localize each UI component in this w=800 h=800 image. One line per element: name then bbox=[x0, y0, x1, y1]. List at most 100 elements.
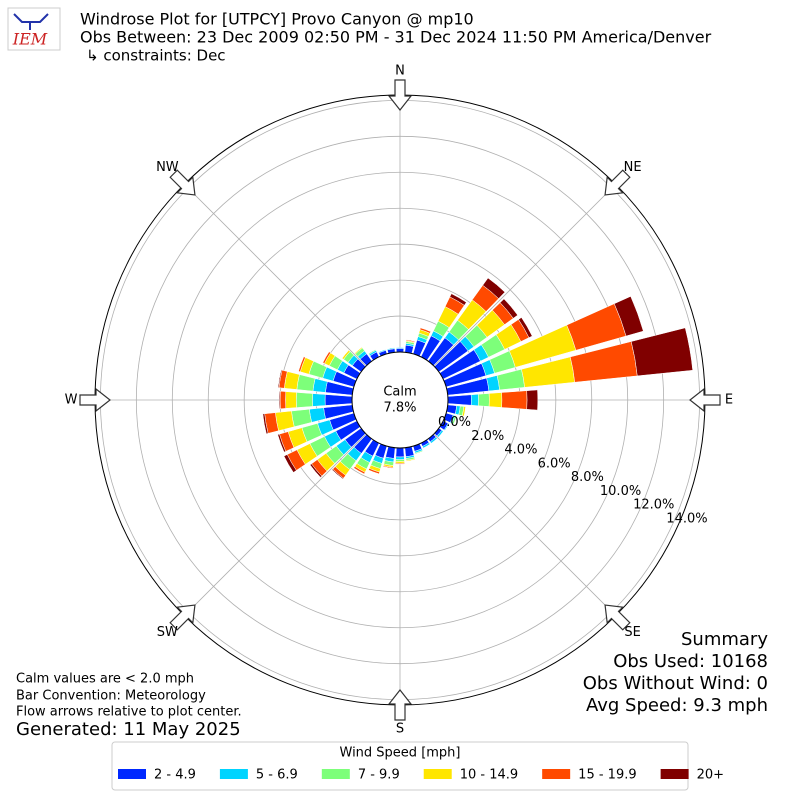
legend-swatch bbox=[219, 769, 248, 779]
legend-label: 7 - 9.9 bbox=[358, 768, 400, 783]
bar-segment bbox=[331, 468, 344, 480]
bar-segment bbox=[324, 394, 353, 406]
bar-segment bbox=[278, 390, 281, 410]
bar-segment bbox=[368, 349, 377, 355]
legend-label: 10 - 14.9 bbox=[460, 768, 518, 783]
bar-segment bbox=[405, 339, 416, 343]
bar-segment bbox=[378, 349, 387, 354]
bar-segment bbox=[291, 408, 312, 428]
bar-segment bbox=[277, 433, 287, 453]
bar-segment bbox=[309, 407, 326, 423]
bar-segment bbox=[309, 463, 323, 478]
bar-segment bbox=[353, 466, 366, 475]
flow-arrow bbox=[169, 604, 196, 631]
subtitle: Obs Between: 23 Dec 2009 02:50 PM - 31 D… bbox=[80, 28, 712, 47]
bar-segment bbox=[341, 349, 351, 360]
bar-segment bbox=[419, 327, 432, 334]
bar-segment bbox=[262, 413, 269, 435]
bar-segment bbox=[275, 410, 295, 432]
legend-swatch bbox=[321, 769, 350, 779]
bar-segment bbox=[496, 368, 525, 391]
bar-segment bbox=[449, 293, 467, 306]
logo-icon bbox=[13, 13, 49, 30]
bar-segment bbox=[395, 456, 405, 460]
bar-segment bbox=[296, 374, 316, 392]
summary: Summary bbox=[681, 629, 768, 650]
r-tick-label: 2.0% bbox=[471, 429, 504, 444]
spoke bbox=[184, 184, 401, 401]
legend-swatch bbox=[660, 769, 689, 779]
bar-segment bbox=[518, 317, 533, 338]
legend-label: 2 - 4.9 bbox=[154, 768, 196, 783]
bar-segment bbox=[613, 296, 644, 337]
flow-arrow bbox=[169, 169, 196, 196]
r-tick-label: 8.0% bbox=[571, 470, 604, 485]
bar-segment bbox=[451, 415, 457, 425]
bar-segment bbox=[385, 446, 396, 459]
bar-segment bbox=[368, 468, 380, 475]
bar-segment bbox=[422, 442, 431, 449]
legend-title: Wind Speed [mph] bbox=[340, 746, 461, 761]
spoke bbox=[399, 184, 616, 401]
spoke bbox=[184, 399, 401, 616]
bar-segment bbox=[296, 392, 313, 408]
flow-arrow bbox=[689, 387, 721, 413]
direction-label: W bbox=[65, 393, 78, 408]
summary: Obs Used: 10168 bbox=[613, 651, 768, 672]
bar-segment bbox=[526, 389, 539, 411]
bar-segment bbox=[501, 390, 528, 410]
r-tick-label: 4.0% bbox=[504, 443, 537, 458]
bar-segment bbox=[478, 393, 490, 407]
bar-segment bbox=[488, 392, 503, 408]
legend-label: 5 - 6.9 bbox=[256, 768, 298, 783]
logo: IEM bbox=[7, 7, 61, 51]
direction-label: E bbox=[725, 393, 733, 408]
flow-arrow bbox=[387, 689, 413, 721]
bar-segment bbox=[382, 465, 394, 469]
calm-circle bbox=[351, 351, 449, 449]
bar-segment bbox=[436, 429, 444, 438]
bar-segment bbox=[470, 393, 479, 407]
spoke bbox=[399, 399, 616, 616]
bar-segment bbox=[279, 390, 287, 410]
direction-label: N bbox=[395, 64, 405, 79]
r-tick-label: 6.0% bbox=[538, 456, 571, 471]
r-tick-label: 12.0% bbox=[633, 498, 674, 513]
bar-segment bbox=[395, 347, 405, 349]
r-tick-label: 0.0% bbox=[438, 415, 471, 430]
bar-segment bbox=[285, 391, 297, 409]
bar-segment bbox=[283, 454, 297, 473]
bar-segment bbox=[461, 406, 466, 417]
direction-label: NW bbox=[156, 160, 179, 175]
summary: Avg Speed: 9.3 mph bbox=[586, 695, 768, 716]
legend-swatch bbox=[542, 769, 571, 779]
r-tick-label: 14.0% bbox=[666, 511, 707, 526]
logo-text: IEM bbox=[12, 30, 48, 49]
legend-label: 20+ bbox=[697, 768, 724, 783]
legend-swatch bbox=[118, 769, 146, 779]
generated: Generated: 11 May 2025 bbox=[16, 719, 241, 740]
bar-segment bbox=[443, 422, 450, 431]
bar-segment bbox=[354, 346, 363, 355]
r-tick-label: 10.0% bbox=[600, 484, 641, 499]
logo-box bbox=[7, 7, 61, 51]
bar-segment bbox=[322, 351, 331, 364]
bar-segment bbox=[405, 458, 416, 462]
bar-segment bbox=[499, 298, 518, 319]
direction-label: NE bbox=[624, 160, 642, 175]
bars bbox=[262, 277, 693, 480]
bar-segment bbox=[630, 327, 693, 377]
flow-arrow bbox=[604, 169, 631, 196]
flow-arrow bbox=[79, 387, 111, 413]
note: Flow arrows relative to plot center. bbox=[16, 705, 242, 720]
calm-label: Calm bbox=[383, 385, 416, 400]
bar-segment bbox=[312, 378, 328, 393]
legend-swatch bbox=[423, 769, 452, 779]
constraints: ↳ constraints: Dec bbox=[86, 47, 226, 65]
flow-arrow bbox=[604, 604, 631, 631]
direction-label: SW bbox=[157, 625, 178, 640]
bar-segment bbox=[414, 450, 424, 455]
bar-segment bbox=[386, 347, 396, 351]
direction-label: SE bbox=[624, 625, 640, 640]
bar-segment bbox=[482, 277, 506, 299]
